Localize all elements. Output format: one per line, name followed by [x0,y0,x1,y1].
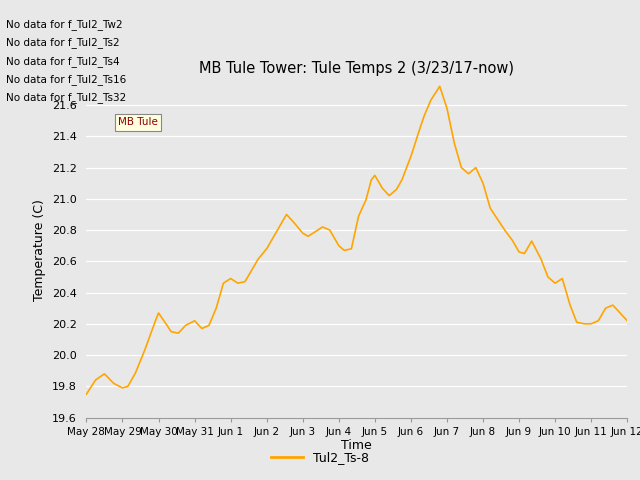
Text: No data for f_Tul2_Ts2: No data for f_Tul2_Ts2 [6,37,120,48]
Y-axis label: Temperature (C): Temperature (C) [33,199,46,300]
Text: No data for f_Tul2_Ts32: No data for f_Tul2_Ts32 [6,92,127,103]
Text: MB Tule: MB Tule [118,118,158,127]
Text: No data for f_Tul2_Ts16: No data for f_Tul2_Ts16 [6,74,127,85]
Text: No data for f_Tul2_Tw2: No data for f_Tul2_Tw2 [6,19,123,30]
Legend: Tul2_Ts-8: Tul2_Ts-8 [266,446,374,469]
Text: No data for f_Tul2_Ts4: No data for f_Tul2_Ts4 [6,56,120,67]
Title: MB Tule Tower: Tule Temps 2 (3/23/17-now): MB Tule Tower: Tule Temps 2 (3/23/17-now… [199,61,515,76]
X-axis label: Time: Time [341,439,372,453]
